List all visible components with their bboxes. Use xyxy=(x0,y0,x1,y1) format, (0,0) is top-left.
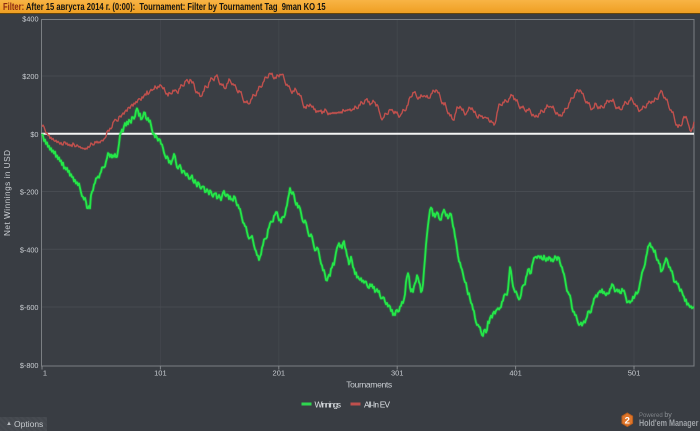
svg-text:Winnings: Winnings xyxy=(315,399,342,409)
svg-text:Tournaments: Tournaments xyxy=(346,380,392,390)
svg-text:$-400: $-400 xyxy=(20,245,39,254)
svg-text:Net Winnings in USD: Net Winnings in USD xyxy=(3,150,12,236)
svg-text:201: 201 xyxy=(273,369,286,378)
svg-text:$0: $0 xyxy=(30,130,38,139)
svg-text:401: 401 xyxy=(509,369,522,378)
svg-text:101: 101 xyxy=(154,369,167,378)
svg-text:301: 301 xyxy=(391,369,404,378)
svg-text:$200: $200 xyxy=(22,72,38,81)
svg-text:$-200: $-200 xyxy=(20,188,39,197)
svg-text:2: 2 xyxy=(625,416,630,427)
svg-text:1: 1 xyxy=(43,369,47,378)
svg-text:501: 501 xyxy=(628,369,641,378)
svg-text:$-600: $-600 xyxy=(20,303,39,312)
svg-text:$400: $400 xyxy=(22,14,38,23)
svg-text:All-In EV: All-In EV xyxy=(364,399,390,409)
svg-text:$-800: $-800 xyxy=(20,361,39,370)
